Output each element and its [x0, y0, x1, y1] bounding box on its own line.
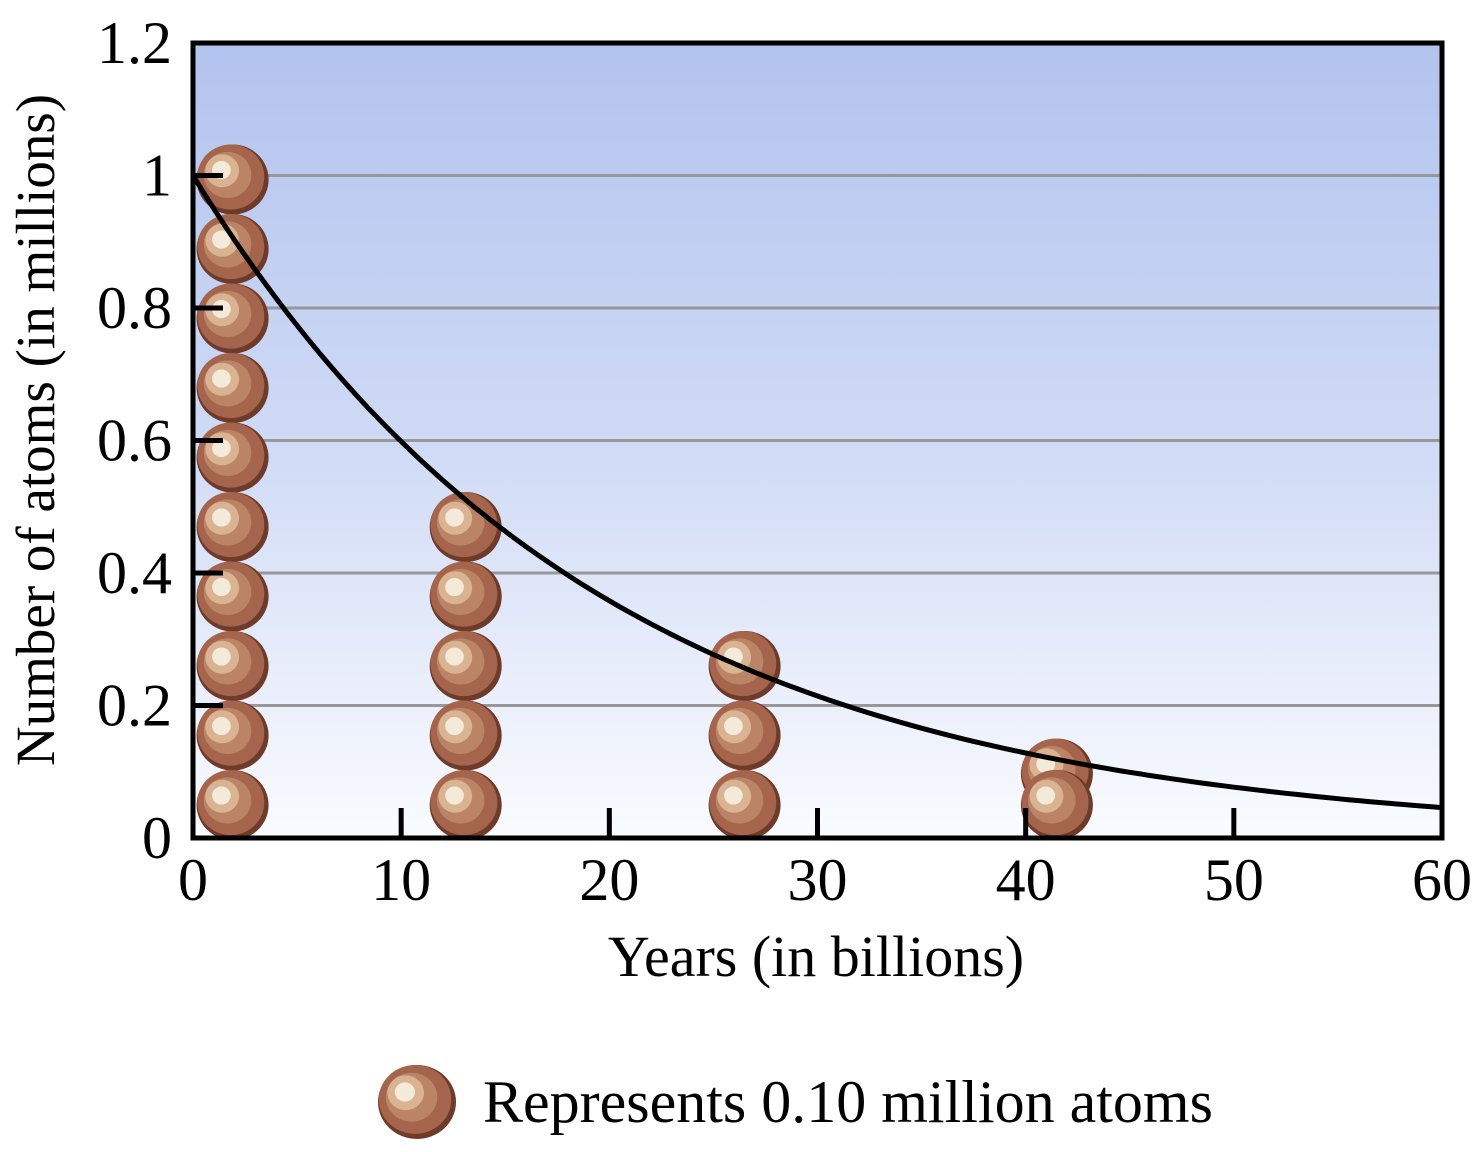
y-tick-label: 0.2: [97, 673, 172, 739]
x-tick-label: 20: [579, 847, 639, 913]
atom-sphere: [429, 561, 502, 632]
atom-sphere: [196, 631, 269, 701]
decay-curve-line: [190, 173, 1445, 811]
atom-sphere: [196, 283, 269, 354]
x-tick-label: 60: [1412, 847, 1472, 913]
atom-sphere: [429, 631, 502, 701]
x-tick-label: 30: [788, 847, 848, 913]
atom-sphere: [196, 492, 269, 562]
x-tick-label: 40: [996, 847, 1056, 913]
legend: Represents 0.10 million atoms: [378, 1065, 1213, 1139]
atom-sphere: [1020, 770, 1093, 840]
y-tick-label: 1: [142, 143, 172, 209]
atom-sphere: [196, 770, 269, 840]
atom-sphere: [429, 700, 502, 771]
y-tick-label: 0.8: [97, 275, 172, 341]
y-tick-label: 0.6: [97, 408, 172, 474]
axis-ticks: [193, 173, 1237, 838]
atom-sphere: [196, 422, 269, 493]
atom-sphere: [196, 144, 269, 215]
x-tick-label: 10: [371, 847, 431, 913]
decay-curve: [190, 173, 1445, 811]
y-tick-label: 0: [142, 805, 172, 871]
legend-atom-sphere-icon: [378, 1065, 456, 1139]
atom-sphere: [708, 700, 781, 771]
legend-label: Represents 0.10 million atoms: [483, 1069, 1213, 1135]
x-tick-label: 0: [178, 847, 208, 913]
x-tick-label: 50: [1204, 847, 1264, 913]
atom-sphere: [196, 353, 269, 423]
y-tick-label: 1.2: [97, 10, 172, 76]
axis-tick-labels: 0 0.2 0.4 0.6 0.8 1 1.2 0 10 20 30 40 50 60: [97, 10, 1472, 913]
atom-sphere: [196, 700, 269, 771]
atom-sphere: [429, 770, 502, 840]
y-tick-label: 0.4: [97, 540, 172, 606]
y-axis-title: Number of atoms (in millions): [5, 94, 66, 766]
x-axis-title: Years (in billions): [608, 924, 1024, 989]
atom-sphere: [708, 770, 781, 840]
